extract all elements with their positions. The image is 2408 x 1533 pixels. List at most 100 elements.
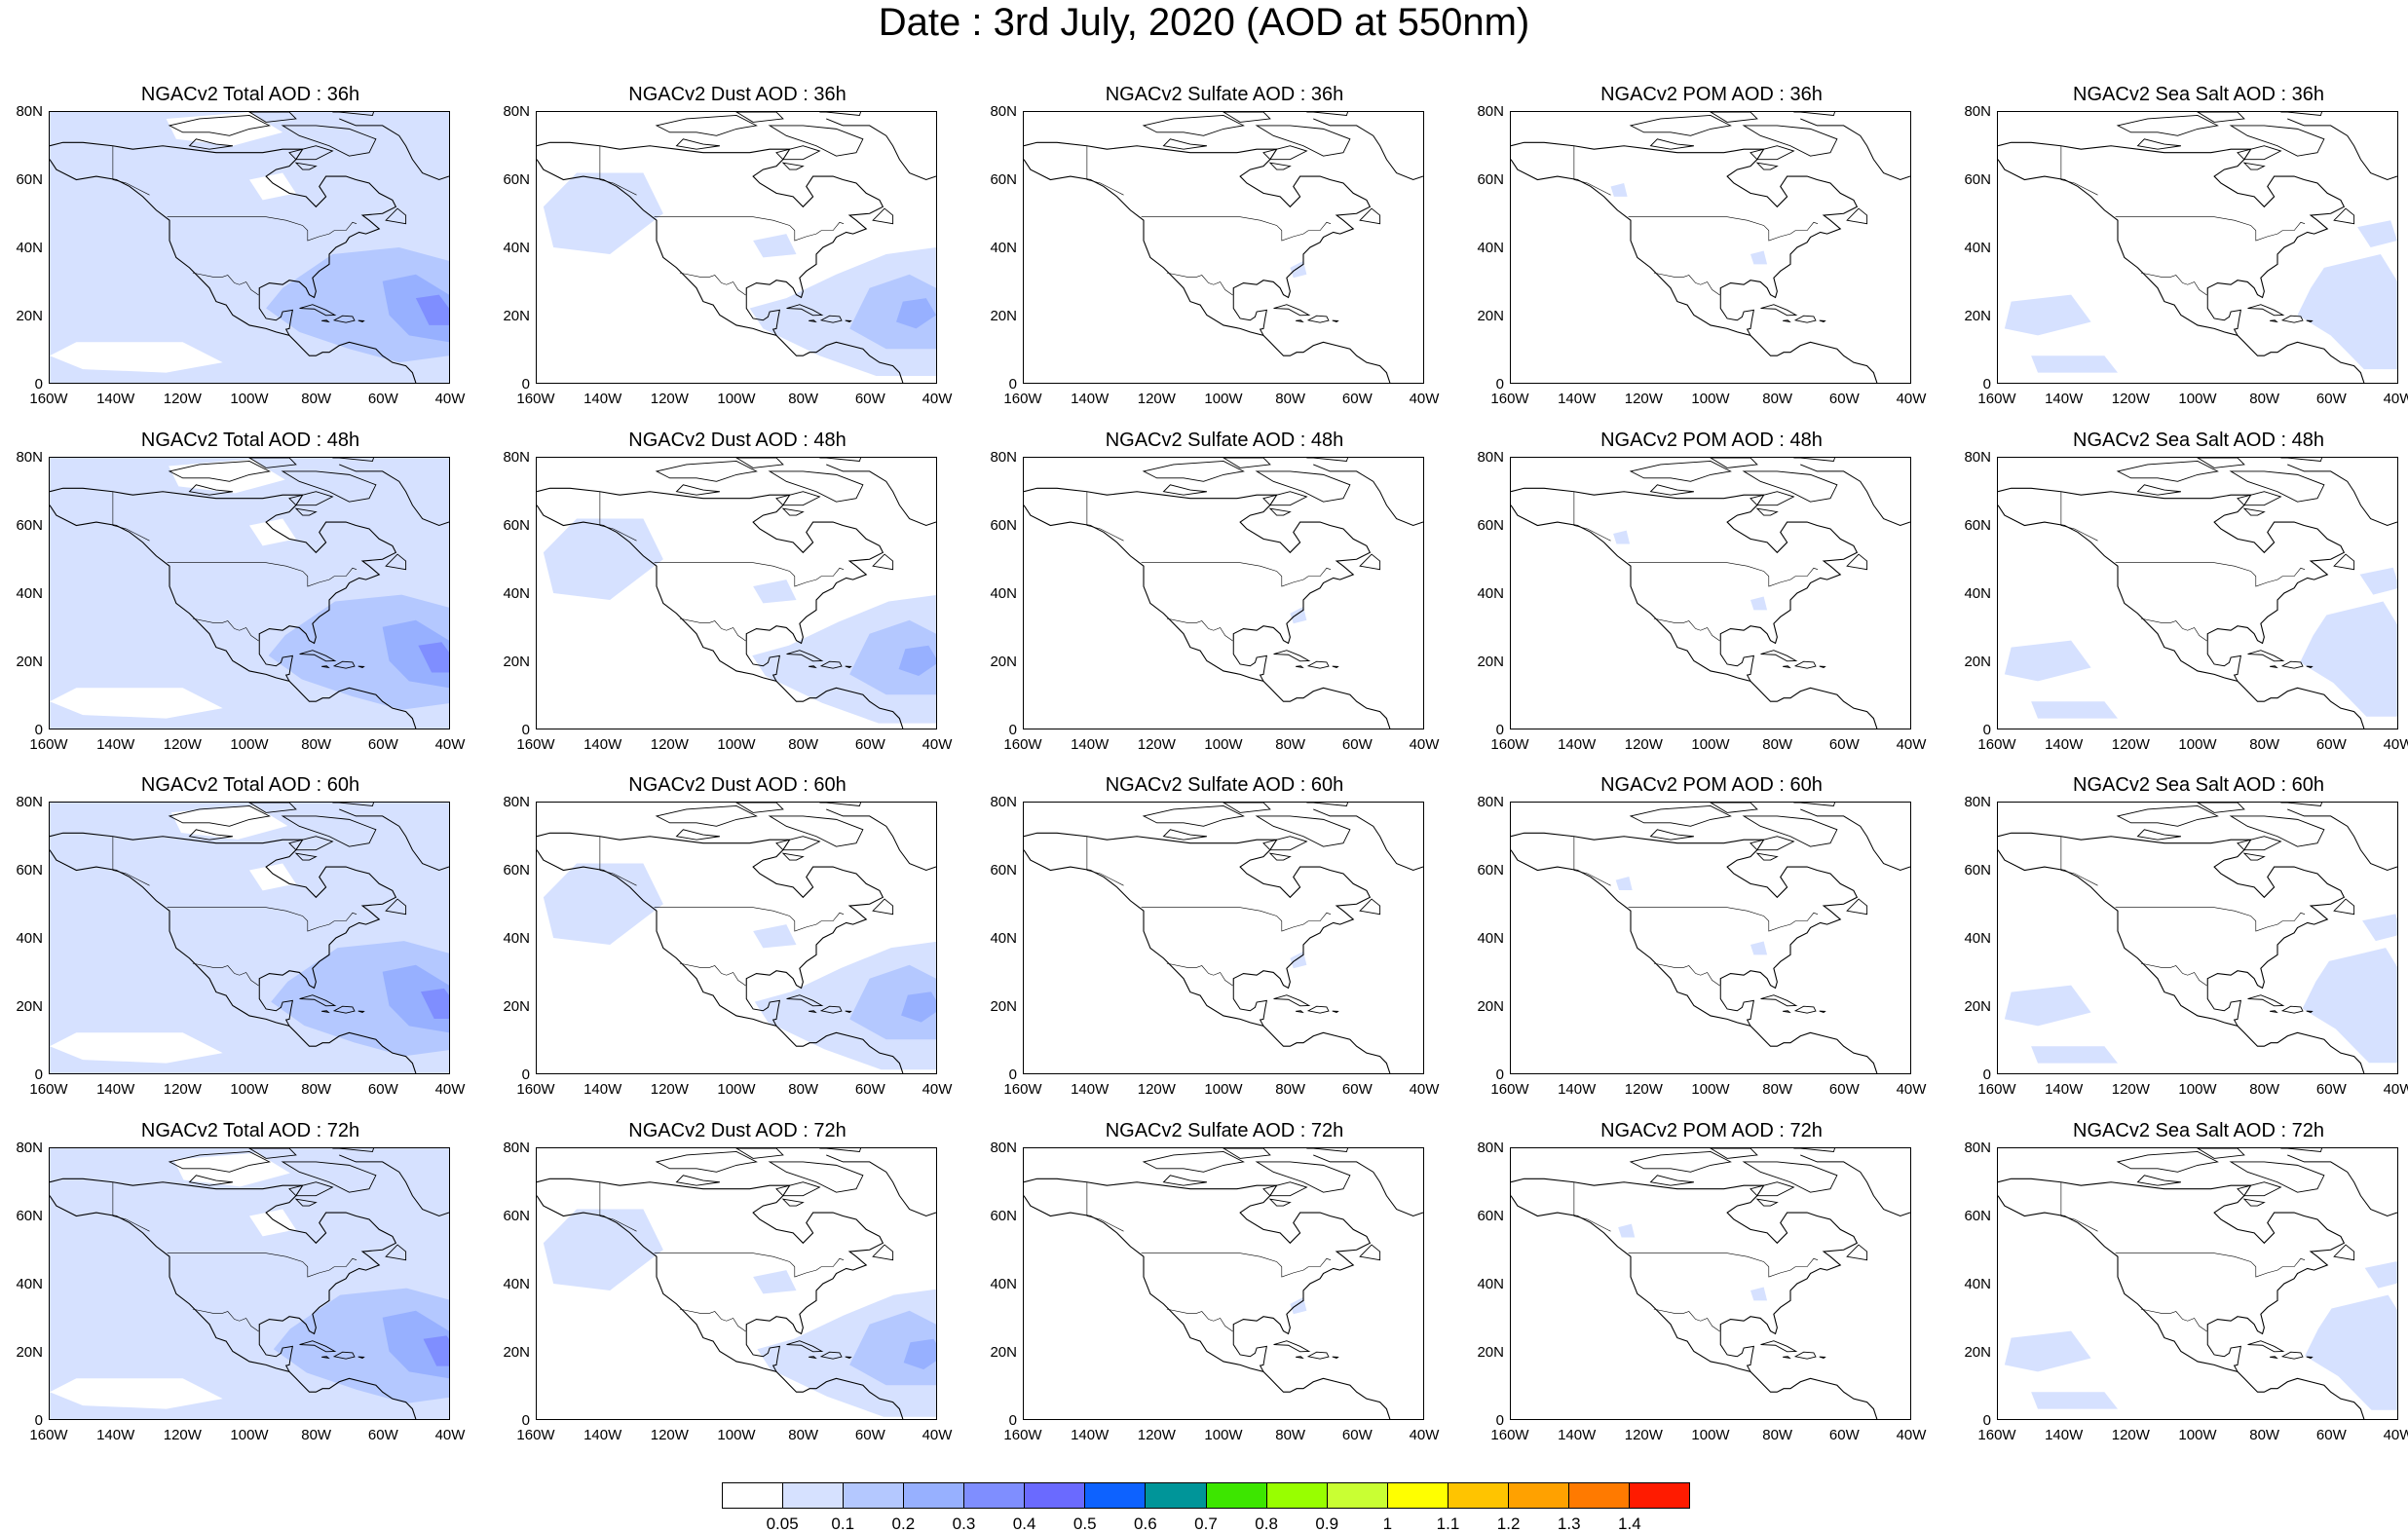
island-outline — [1296, 1356, 1304, 1360]
latitude-tick-label: 80N — [990, 449, 1017, 466]
longitude-tick-label: 60W — [1341, 1081, 1373, 1098]
us-canada-border — [1628, 562, 1819, 587]
longitude-tick-label: 60W — [1341, 1427, 1373, 1443]
aod-map-canvas — [1998, 1148, 2397, 1419]
island-outline — [1710, 1148, 1758, 1159]
island-outline — [1783, 1010, 1791, 1014]
island-outline — [735, 112, 784, 123]
island-outline — [2306, 319, 2314, 322]
longitude-tick-label: 160W — [29, 391, 68, 407]
island-outline — [768, 125, 864, 157]
island-outline — [2136, 1175, 2181, 1186]
pacific-coastline — [1024, 505, 1391, 729]
longitude-tick-label: 60W — [367, 391, 398, 407]
panel-title: NGACv2 Total AOD : 36h — [140, 84, 360, 105]
island-outline — [2280, 1148, 2323, 1152]
island-outline — [1710, 803, 1758, 813]
atlantic-coastline — [1024, 1178, 1372, 1335]
longitude-tick-label: 140W — [1558, 391, 1597, 407]
pacific-coastline — [1998, 159, 2365, 383]
aod-map-canvas — [50, 112, 449, 383]
island-outline — [2116, 461, 2219, 482]
island-outline — [1306, 1148, 1349, 1152]
colorbar-tick-label: 0.6 — [1134, 1514, 1157, 1533]
island-outline — [1296, 319, 1304, 323]
island-outline — [1223, 112, 1271, 123]
pacific-coastline — [1024, 1195, 1391, 1419]
island-outline — [786, 650, 824, 662]
island-outline — [1262, 1181, 1308, 1197]
island-outline — [294, 852, 318, 861]
longitude-tick-label: 60W — [2315, 391, 2347, 407]
island-outline — [786, 1340, 824, 1353]
us-mexico-border — [1653, 1308, 1720, 1332]
alaska-border — [2060, 491, 2098, 542]
island-outline — [1162, 138, 1207, 150]
island-outline — [1262, 145, 1308, 161]
atlantic-coastline — [1998, 487, 2346, 645]
yucatan-coastline — [1719, 640, 1755, 682]
island-outline — [781, 162, 805, 170]
colorbar-tick-label: 1.2 — [1496, 1514, 1521, 1533]
island-outline — [775, 491, 821, 506]
island-outline — [188, 1175, 233, 1186]
longitude-tick-label: 160W — [29, 1081, 68, 1098]
colorbar-tick-label: 0.05 — [766, 1514, 799, 1533]
yucatan-coastline — [1232, 640, 1268, 682]
map-panel: NGACv2 Dust AOD : 36h 80N 60N 40N 20N 0 160W 14… — [489, 84, 976, 430]
longitude-tick-label: 80W — [788, 736, 819, 753]
island-outline — [768, 470, 864, 503]
colorbar-tick-label: 0.8 — [1255, 1514, 1278, 1533]
longitude-tick-label: 140W — [96, 391, 135, 407]
yucatan-coastline — [745, 640, 781, 682]
island-outline — [1223, 458, 1271, 468]
aod-shaded-region — [753, 580, 797, 604]
longitude-tick-label: 80W — [2249, 736, 2280, 753]
latitude-tick-label: 20N — [16, 308, 43, 324]
island-outline — [2270, 1356, 2278, 1360]
panel-title: NGACv2 POM AOD : 60h — [1600, 774, 1823, 796]
aod-shaded-region — [849, 619, 936, 695]
longitude-tick-label: 80W — [2249, 1427, 2280, 1443]
island-outline — [819, 458, 862, 462]
map-frame — [1997, 1147, 2398, 1420]
longitude-tick-label: 40W — [922, 1081, 953, 1098]
colorbar-swatch — [1025, 1483, 1086, 1508]
latitude-tick-label: 20N — [1477, 1344, 1504, 1361]
latitude-tick-label: 20N — [503, 998, 530, 1015]
aod-shaded-region — [1750, 250, 1768, 265]
latitude-tick-label: 40N — [16, 930, 43, 947]
longitude-tick-label: 60W — [2315, 1081, 2347, 1098]
latitude-tick-label: 0 — [34, 722, 43, 738]
longitude-tick-label: 80W — [301, 1427, 332, 1443]
us-canada-border — [167, 562, 357, 587]
latitude-tick-label: 20N — [990, 998, 1017, 1015]
island-outline — [288, 1181, 334, 1197]
colorbar-swatch — [1448, 1483, 1509, 1508]
aod-shaded-region — [1610, 182, 1628, 197]
alaska-border — [2060, 145, 2098, 196]
longitude-tick-label: 140W — [583, 736, 622, 753]
latitude-tick-label: 0 — [34, 1066, 43, 1083]
island-outline — [1332, 319, 1339, 322]
island-outline — [332, 1005, 356, 1014]
latitude-tick-label: 40N — [1477, 240, 1504, 256]
latitude-tick-label: 60N — [16, 171, 43, 188]
longitude-tick-label: 80W — [1275, 1081, 1306, 1098]
us-mexico-border — [192, 617, 259, 642]
longitude-tick-label: 140W — [2045, 736, 2084, 753]
island-outline — [2237, 491, 2282, 506]
longitude-tick-label: 160W — [1977, 391, 2016, 407]
yucatan-coastline — [258, 985, 294, 1027]
longitude-tick-label: 40W — [434, 391, 466, 407]
aod-shaded-region — [2362, 914, 2397, 942]
longitude-tick-label: 80W — [1762, 1427, 1793, 1443]
island-outline — [2280, 803, 2323, 806]
longitude-tick-label: 160W — [1003, 1081, 1042, 1098]
panel-title: NGACv2 POM AOD : 72h — [1600, 1120, 1823, 1141]
aod-shaded-region — [543, 518, 663, 600]
pacific-coastline — [537, 849, 904, 1073]
longitude-tick-label: 60W — [854, 1427, 885, 1443]
greenland-coastline — [826, 118, 936, 181]
aod-shaded-region — [2031, 1392, 2118, 1409]
